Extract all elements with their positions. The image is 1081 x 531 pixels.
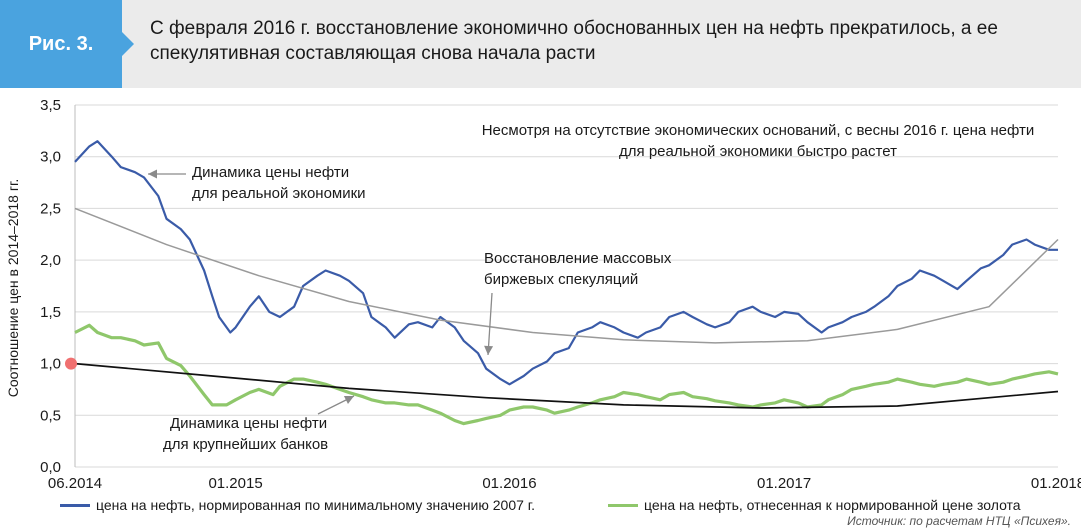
legend-swatch-blue [60, 503, 90, 507]
y-tick-label: 3,0 [40, 149, 61, 166]
badge-arrow-icon [122, 32, 134, 56]
y-tick-label: 3,5 [40, 97, 61, 114]
legend-item-oil-normalized: цена на нефть, нормированная по минималь… [60, 497, 535, 513]
annotation-spec-line1: Восстановление массовых [484, 250, 672, 267]
series-line-oil-gold [74, 323, 1059, 426]
series-lines [65, 140, 1059, 426]
x-tick-label: 01.2015 [208, 475, 262, 492]
y-tick-label: 0,0 [40, 459, 61, 476]
legend-swatch-green [608, 503, 638, 507]
title-line-1: С февраля 2016 г. восстановление экономи… [150, 18, 998, 39]
source-note: Источник: по расчетам НТЦ «Психея». [847, 514, 1071, 528]
y-tick-labels: 0,0 0,5 1,0 1,5 2,0 2,5 3,0 3,5 [40, 97, 61, 476]
annotations: Динамика цены нефти для реальной экономик… [148, 122, 1034, 453]
series-line-oil-normalized [74, 140, 1058, 386]
annotation-spec-arrow-head [484, 345, 494, 355]
legend-label-oil-normalized: цена на нефть, нормированная по минималь… [96, 497, 536, 513]
grid-lines [74, 104, 1058, 468]
y-tick-label: 1,0 [40, 356, 61, 373]
legend: цена на нефть, нормированная по минималь… [60, 497, 1070, 517]
legend-item-oil-gold: цена на нефть, отнесенная к нормированно… [608, 497, 1021, 513]
x-tick-labels: 06.2014 01.2015 01.2016 01.2017 01.2018 [48, 475, 1081, 492]
annotation-banks-line1: Динамика цены нефти [170, 415, 327, 432]
y-tick-label: 2,0 [40, 252, 61, 269]
header-bar [0, 0, 1081, 88]
trend-line-real-economy [74, 207, 1059, 344]
x-tick-label: 01.2017 [757, 475, 811, 492]
legend-label-oil-gold: цена на нефть, отнесенная к нормированно… [644, 497, 1021, 513]
annotation-real-line1: Динамика цены нефти [192, 164, 349, 181]
figure-badge: Рис. 3. [0, 0, 122, 88]
annotation-note-line2: для реальной экономики быстро растет [619, 143, 897, 160]
trend-line-banks [74, 362, 1059, 409]
title-line-2: спекулятивная составляющая снова начала … [150, 43, 596, 64]
annotation-real-line2: для реальной экономики [192, 185, 366, 202]
annotation-banks-line2: для крупнейших банков [163, 436, 328, 453]
annotation-note-line1: Несмотря на отсутствие экономических осн… [482, 122, 1035, 139]
annotation-banks-arrow-head [343, 396, 354, 405]
chart-title: С февраля 2016 г. восстановление экономи… [150, 16, 1050, 66]
start-marker [65, 357, 77, 370]
x-tick-label: 06.2014 [48, 475, 102, 492]
annotation-real-arrow-head [148, 169, 157, 179]
annotation-spec-line2: биржевых спекуляций [484, 271, 638, 288]
y-tick-label: 2,5 [40, 200, 61, 217]
x-tick-label: 01.2016 [482, 475, 536, 492]
annotation-spec-arrow [487, 292, 493, 356]
y-tick-label: 1,5 [40, 304, 61, 321]
y-tick-label: 0,5 [40, 407, 61, 424]
x-tick-label: 01.2018 [1031, 475, 1081, 492]
